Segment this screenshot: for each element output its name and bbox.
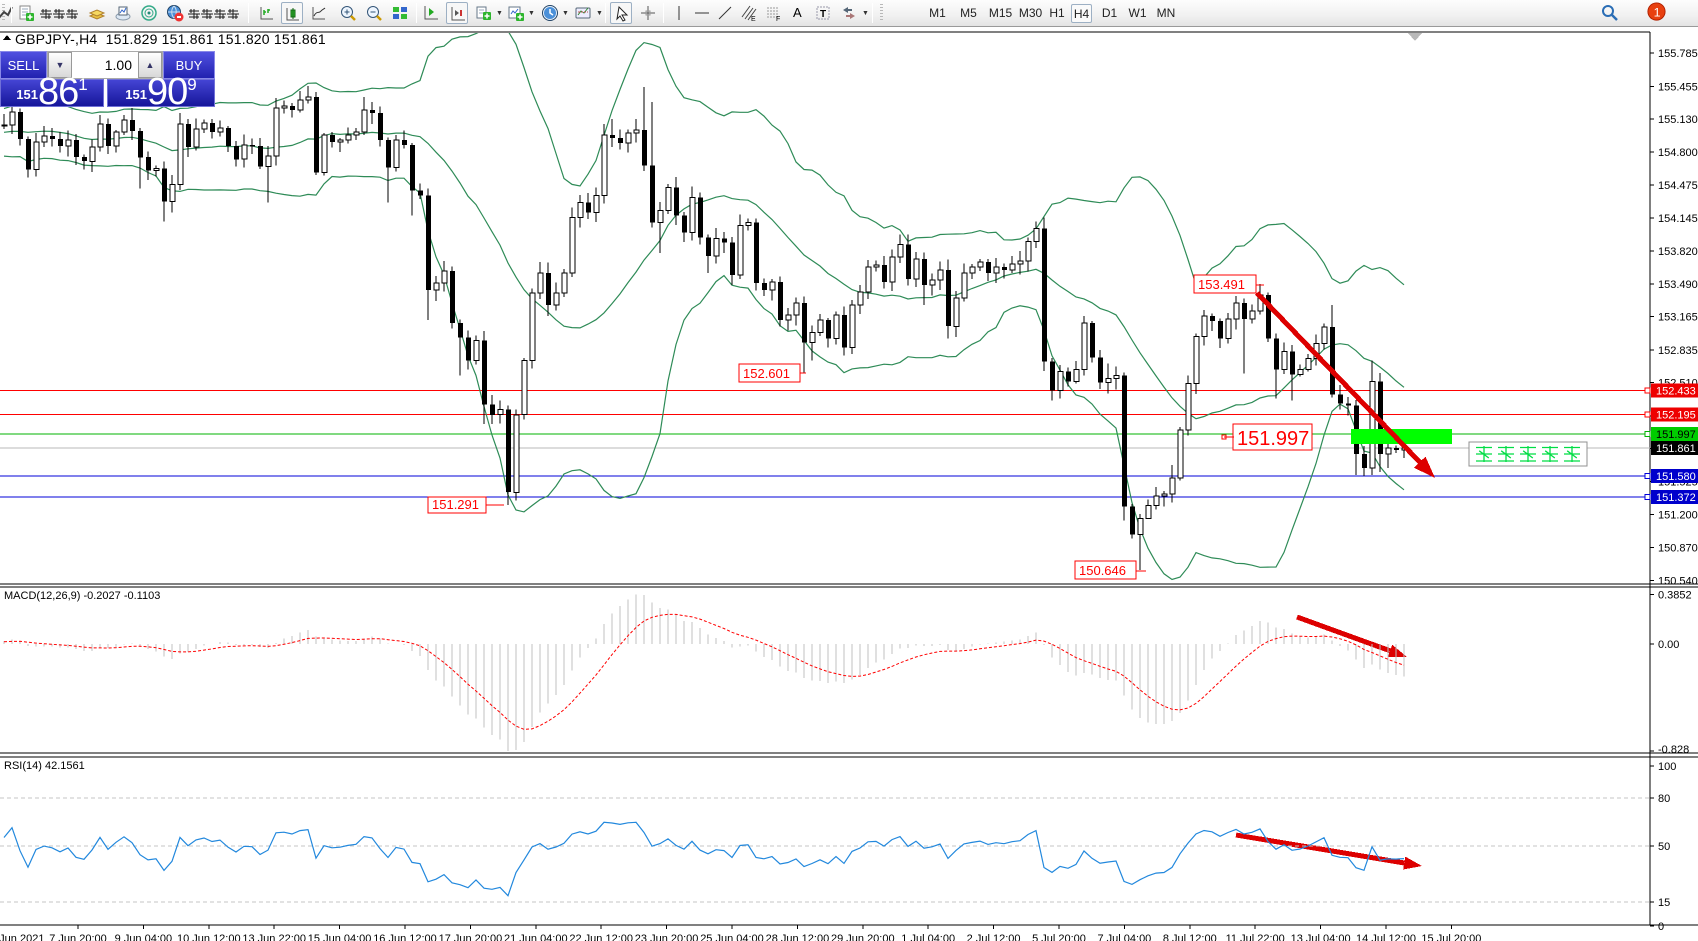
svg-text:16 Jun 12:00: 16 Jun 12:00	[373, 933, 437, 941]
svg-text:11 Jul 22:00: 11 Jul 22:00	[1226, 933, 1285, 941]
svg-text:RSI(14) 42.1561: RSI(14) 42.1561	[4, 760, 85, 772]
svg-text:155.455: 155.455	[1658, 81, 1698, 93]
svg-text:E: E	[751, 16, 756, 22]
svg-text:154.145: 154.145	[1658, 213, 1698, 225]
svg-text:MACD(12,26,9) -0.2027 -0.1103: MACD(12,26,9) -0.2027 -0.1103	[4, 590, 160, 602]
svg-text:153.490: 153.490	[1658, 279, 1698, 291]
svg-text:151.580: 151.580	[1656, 471, 1696, 483]
svg-text:1: 1	[1654, 5, 1661, 19]
svg-text:150.870: 150.870	[1658, 543, 1698, 555]
svg-text:155.785: 155.785	[1658, 48, 1698, 60]
svg-text:80: 80	[1658, 793, 1670, 805]
svg-text:2 Jul 12:00: 2 Jul 12:00	[967, 933, 1021, 941]
svg-text:151.291: 151.291	[432, 497, 479, 512]
svg-text:0.3852: 0.3852	[1658, 589, 1692, 601]
svg-text:23 Jun 20:00: 23 Jun 20:00	[635, 933, 699, 941]
svg-text:153.820: 153.820	[1658, 246, 1698, 258]
svg-text:28 Jun 12:00: 28 Jun 12:00	[766, 933, 830, 941]
svg-text:14 Jul 12:00: 14 Jul 12:00	[1356, 933, 1416, 941]
svg-text:13 Jun 22:00: 13 Jun 22:00	[242, 933, 306, 941]
svg-text:154.475: 154.475	[1658, 180, 1698, 192]
svg-text:152.601: 152.601	[743, 366, 790, 381]
svg-text:50: 50	[1658, 841, 1670, 853]
svg-text:152.835: 152.835	[1658, 345, 1698, 357]
svg-text:29 Jun 20:00: 29 Jun 20:00	[831, 933, 895, 941]
svg-text:22 Jun 12:00: 22 Jun 12:00	[569, 933, 633, 941]
svg-text:15: 15	[1658, 897, 1670, 909]
svg-text:10 Jun 12:00: 10 Jun 12:00	[177, 933, 241, 941]
svg-text:100: 100	[1658, 761, 1676, 773]
svg-text:7 Jul 04:00: 7 Jul 04:00	[1097, 933, 1151, 941]
svg-text:151.200: 151.200	[1658, 509, 1698, 521]
svg-text:153.165: 153.165	[1658, 312, 1698, 324]
svg-text:GBPJPY-,H4 151.829 151.861 15: GBPJPY-,H4 151.829 151.861 151.820 151.8…	[15, 31, 326, 47]
svg-text:1 Jun 2021: 1 Jun 2021	[0, 933, 44, 941]
svg-text:-0.828: -0.828	[1658, 744, 1689, 756]
svg-text:151.861: 151.861	[1656, 443, 1696, 455]
svg-text:150.540: 150.540	[1658, 576, 1698, 588]
svg-text:155.130: 155.130	[1658, 114, 1698, 126]
svg-text:0: 0	[1658, 921, 1664, 933]
svg-text:151.997: 151.997	[1237, 428, 1309, 450]
svg-text:1 Jul 04:00: 1 Jul 04:00	[901, 933, 955, 941]
svg-text:25 Jun 04:00: 25 Jun 04:00	[700, 933, 764, 941]
svg-text:152.433: 152.433	[1656, 385, 1696, 397]
svg-text:15 Jul 20:00: 15 Jul 20:00	[1421, 933, 1481, 941]
svg-text:5 Jul 20:00: 5 Jul 20:00	[1032, 933, 1086, 941]
svg-text:7 Jun 20:00: 7 Jun 20:00	[49, 933, 107, 941]
svg-text:152.195: 152.195	[1656, 409, 1696, 421]
svg-text:13 Jul 04:00: 13 Jul 04:00	[1291, 933, 1351, 941]
svg-text:150.646: 150.646	[1079, 563, 1126, 578]
svg-text:F: F	[776, 16, 780, 22]
svg-text:T: T	[820, 9, 826, 20]
svg-text:9 Jun 04:00: 9 Jun 04:00	[115, 933, 173, 941]
svg-text:21 Jun 04:00: 21 Jun 04:00	[504, 933, 568, 941]
svg-text:0.00: 0.00	[1658, 639, 1679, 651]
svg-text:154.800: 154.800	[1658, 147, 1698, 159]
svg-text:8 Jul 12:00: 8 Jul 12:00	[1163, 933, 1217, 941]
svg-text:151.372: 151.372	[1656, 492, 1696, 504]
svg-text:153.491: 153.491	[1198, 277, 1245, 292]
svg-text:15 Jun 04:00: 15 Jun 04:00	[308, 933, 372, 941]
svg-text:17 Jun 20:00: 17 Jun 20:00	[439, 933, 503, 941]
svg-text:151.997: 151.997	[1656, 429, 1696, 441]
